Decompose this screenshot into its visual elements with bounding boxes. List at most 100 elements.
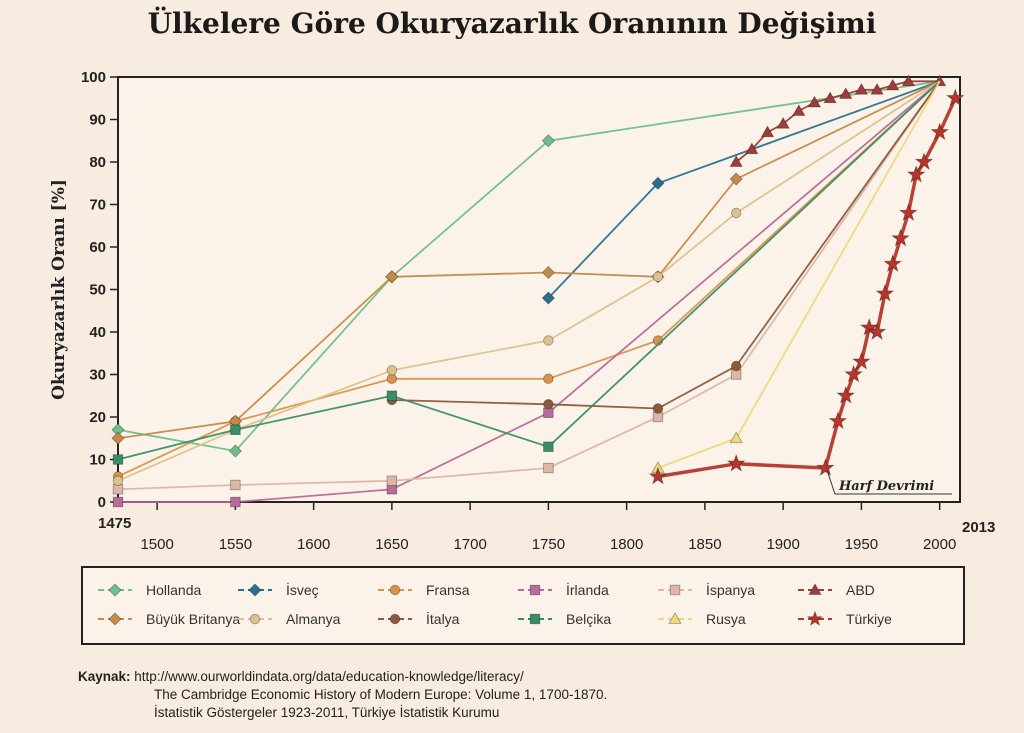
point-türkiye	[828, 411, 848, 430]
y-tick-label: 0	[98, 494, 106, 511]
legend-marker-türkiye	[806, 610, 824, 627]
legend-marker-i-spanya	[669, 584, 681, 596]
point-almanya	[112, 475, 124, 486]
x-tick-label: 1650	[375, 536, 408, 553]
chart-title: Ülkelere Göre Okuryazarlık Oranının Deği…	[148, 6, 877, 40]
legend-marker-fransa	[389, 584, 401, 596]
point-büyük-britanya	[385, 270, 399, 284]
source-line-1: Kaynak: http://www.ourworldindata.org/da…	[78, 669, 524, 684]
annotation-line	[826, 469, 952, 495]
x-tick-label: 1600	[297, 536, 330, 553]
y-tick-label: 50	[89, 282, 106, 299]
point-türkiye	[898, 203, 918, 222]
point-i-talya	[652, 403, 664, 414]
legend-label-i-spanya: İspanya	[706, 581, 755, 598]
y-tick-label: 40	[89, 324, 106, 341]
point-abd	[839, 87, 853, 99]
point-türkiye	[851, 351, 871, 370]
source-line-2: The Cambridge Economic History of Modern…	[154, 687, 608, 702]
x-tick-label: 1500	[140, 536, 173, 553]
x-tick-label: 1550	[219, 536, 252, 553]
legend-label-fransa: Fransa	[426, 582, 470, 598]
point-rusya	[729, 431, 743, 444]
point-i-rlanda	[112, 496, 124, 508]
point-abd	[854, 82, 869, 95]
point-belçika	[543, 441, 554, 452]
point-türkiye	[726, 453, 746, 472]
point-i-spanya	[230, 479, 241, 491]
point-i-rlanda	[230, 496, 241, 508]
point-abd	[776, 116, 790, 129]
legend-label-i-rlanda: İrlanda	[566, 581, 609, 598]
legend-label-belçika: Belçika	[566, 611, 611, 627]
point-türkiye	[914, 152, 934, 171]
point-abd	[745, 142, 759, 155]
y-tick-label: 90	[89, 112, 106, 129]
y-tick-label: 100	[81, 69, 106, 86]
point-abd	[807, 95, 822, 108]
legend-marker-i-rlanda	[529, 584, 541, 596]
legend-label-i-talya: İtalya	[426, 610, 460, 627]
legend-label-hollanda: Hollanda	[146, 582, 201, 598]
legend	[81, 566, 965, 645]
legend-label-türkiye: Türkiye	[846, 611, 892, 627]
point-almanya	[652, 271, 664, 282]
x-tick-label: 1950	[845, 536, 878, 553]
legend-marker-büyük-britanya	[108, 612, 122, 626]
point-fransa	[543, 373, 554, 384]
x-tick-label: 1900	[766, 536, 799, 553]
point-türkiye	[836, 385, 856, 404]
point-i-talya	[543, 399, 554, 410]
y-tick-label: 20	[89, 409, 106, 426]
point-abd	[729, 155, 743, 167]
point-belçika	[112, 454, 124, 465]
point-büyük-britanya	[111, 431, 125, 445]
point-almanya	[543, 335, 554, 346]
point-i-sveç	[541, 291, 555, 305]
point-büyük-britanya	[541, 265, 555, 280]
point-türkiye	[945, 88, 965, 107]
point-türkiye	[648, 466, 668, 485]
legend-marker-hollanda	[108, 583, 122, 597]
y-tick-label: 70	[89, 197, 106, 214]
annotation-harf-devrimi: Harf Devrimi	[838, 479, 934, 494]
point-belçika	[230, 424, 241, 435]
point-türkiye	[844, 364, 864, 383]
point-i-sveç	[651, 176, 665, 190]
series-line-fransa	[117, 80, 941, 478]
point-abd	[901, 74, 916, 87]
point-i-talya	[730, 360, 742, 372]
y-tick-label: 60	[89, 239, 106, 256]
point-türkiye	[815, 458, 835, 477]
point-türkiye	[875, 283, 895, 302]
x-tick-label: 1750	[532, 536, 565, 553]
legend-marker-rusya	[668, 612, 682, 624]
point-hollanda	[228, 444, 242, 458]
legend-label-i-sveç: İsveç	[286, 581, 319, 598]
point-almanya	[730, 207, 742, 219]
x-tick-label: 1700	[453, 536, 486, 553]
legend-label-rusya: Rusya	[706, 611, 746, 627]
point-abd	[823, 91, 837, 104]
point-abd	[886, 78, 900, 91]
y-axis-label: Okuryazarlık Oranı [%]	[49, 179, 69, 400]
source-label: Kaynak:	[78, 669, 131, 684]
source-url: http://www.ourworldindata.org/data/educa…	[134, 669, 524, 684]
point-türkiye	[867, 322, 887, 341]
point-hollanda	[541, 134, 555, 148]
point-belçika	[386, 390, 398, 401]
point-türkiye	[930, 122, 950, 141]
point-türkiye	[891, 228, 910, 247]
y-tick-label: 80	[89, 154, 106, 171]
x-tick-label: 2000	[923, 536, 956, 553]
point-büyük-britanya	[729, 172, 743, 186]
point-türkiye	[906, 164, 926, 183]
legend-marker-belçika	[529, 613, 541, 625]
point-i-spanya	[386, 475, 398, 486]
point-türkiye	[883, 254, 903, 273]
point-türkiye	[859, 317, 879, 336]
point-abd	[760, 125, 775, 138]
legend-marker-i-sveç	[248, 583, 262, 597]
x-end-label: 2013	[962, 519, 995, 536]
